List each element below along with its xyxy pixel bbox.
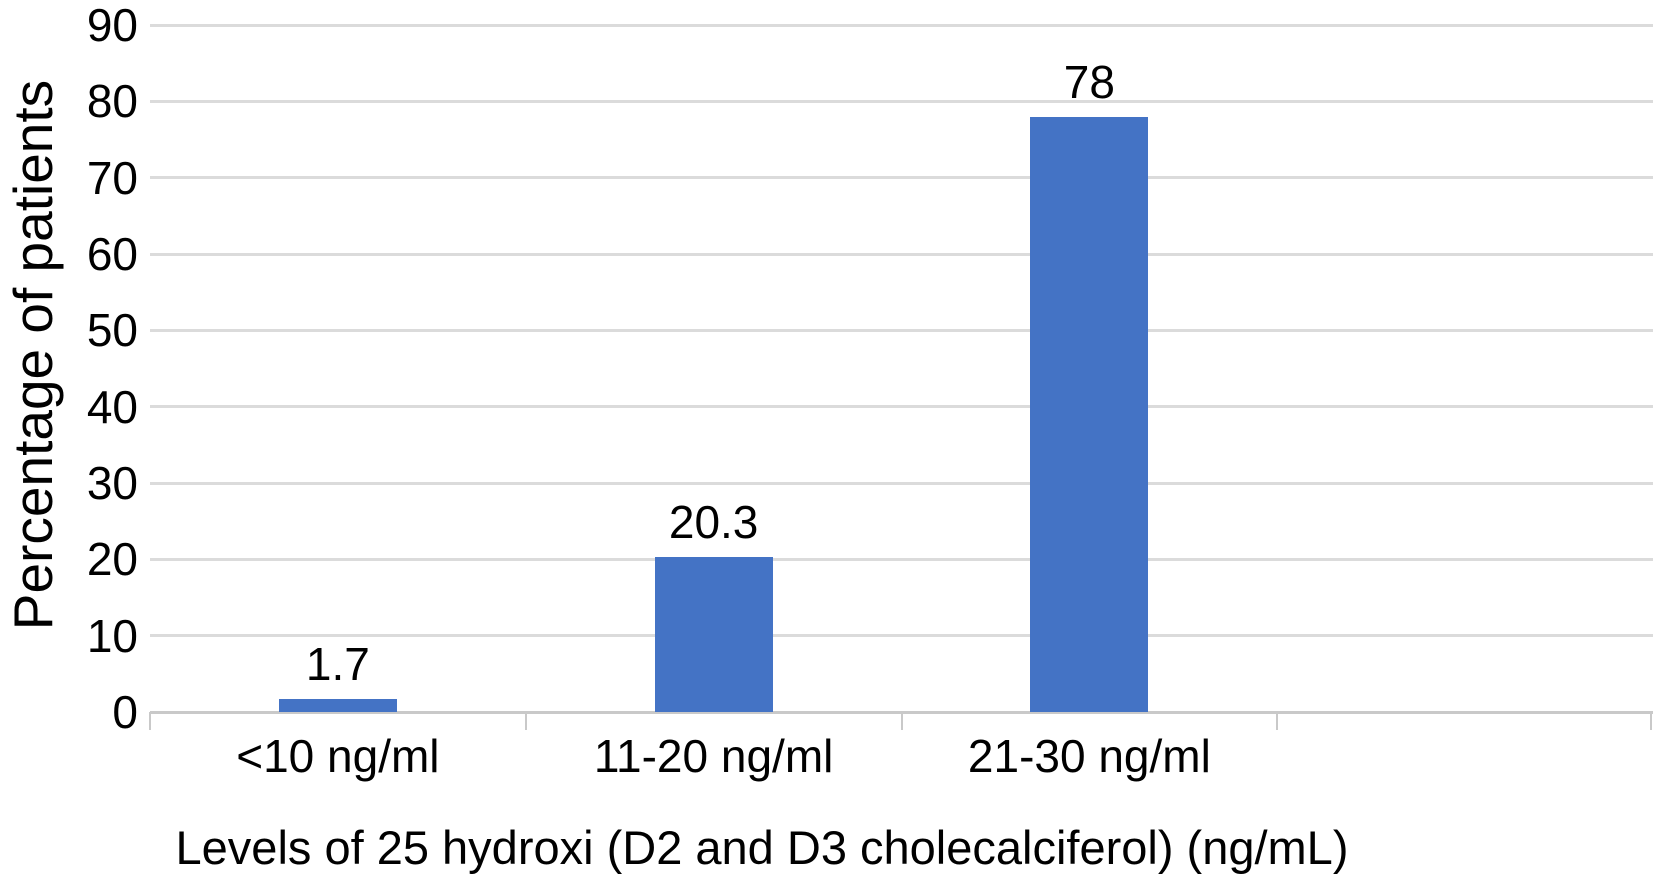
x-axis-tick (149, 712, 151, 730)
bar-1 (654, 557, 773, 712)
y-tick-label-30: 30 (86, 457, 138, 509)
bar-value-label-2: 78 (1063, 55, 1115, 108)
x-category-label-0: <10 ng/ml (236, 730, 440, 782)
gridline-y-10 (150, 634, 1653, 638)
gridline-y-90 (150, 23, 1653, 27)
bar-value-label-0: 1.7 (305, 638, 370, 691)
y-tick-label-80: 80 (86, 75, 138, 128)
y-tick-label-20: 20 (86, 533, 138, 586)
x-axis-tick (900, 712, 903, 730)
gridline-y-60 (150, 252, 1653, 256)
x-category-label-1: 11-20 ng/ml (593, 730, 834, 782)
bar-2 (1030, 116, 1149, 712)
gridline-y-70 (150, 176, 1653, 180)
bar-value-label-1: 20.3 (668, 496, 759, 549)
y-tick-label-90: 90 (86, 0, 138, 51)
gridline-y-40 (150, 405, 1653, 409)
y-tick-label-60: 60 (86, 228, 138, 280)
gridline-y-20 (150, 557, 1653, 561)
y-tick-label-70: 70 (86, 151, 138, 204)
gridline-y-50 (150, 328, 1653, 332)
x-axis-title: Levels of 25 hydroxi (D2 and D3 cholecal… (175, 821, 1349, 874)
y-tick-label-40: 40 (86, 380, 138, 433)
gridline-y-80 (150, 99, 1653, 103)
y-tick-label-10: 10 (86, 609, 138, 662)
x-axis-tick (1650, 712, 1652, 730)
bar-0 (278, 699, 397, 712)
plot-area: 1.7 <10 ng/ml 20.3 11-20 ng/ml 78 21-30 ng/ml (149, 23, 1653, 779)
gridline-y-30 (150, 481, 1653, 485)
x-category-label-2: 21-30 ng/ml (967, 730, 1211, 782)
y-tick-label-50: 50 (86, 304, 138, 357)
y-tick-label-0: 0 (112, 686, 138, 738)
x-axis-tick (524, 712, 527, 730)
x-axis-tick (1276, 712, 1279, 730)
